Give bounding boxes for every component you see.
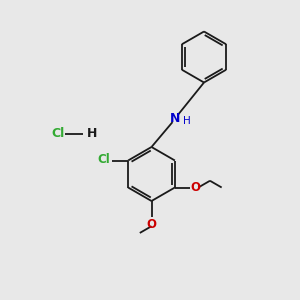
Text: Cl: Cl (98, 153, 110, 166)
Text: O: O (146, 218, 157, 230)
Text: O: O (190, 181, 200, 194)
Text: N: N (170, 112, 181, 125)
Text: H: H (183, 116, 191, 126)
Text: H: H (86, 127, 97, 140)
Text: Cl: Cl (51, 127, 64, 140)
